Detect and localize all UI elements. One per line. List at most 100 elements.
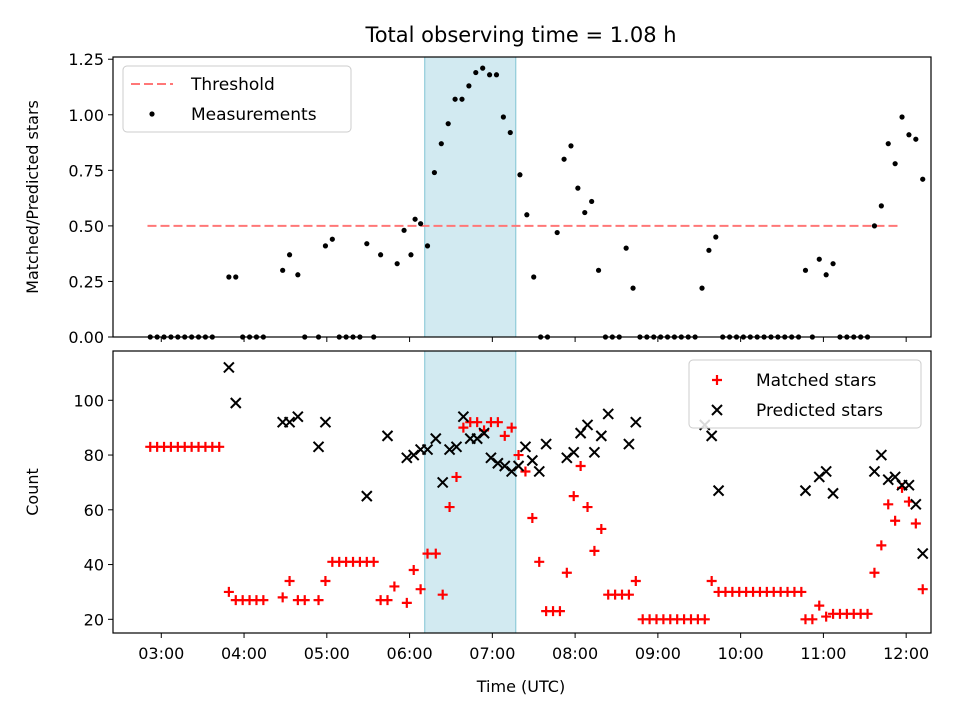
top-series-0-point [280,267,286,273]
top-series-0-point [823,272,829,278]
data-layer [145,65,929,625]
bottom-series-1-point [478,427,490,439]
top-series-0-point [630,285,636,291]
top-series-0-point [713,234,719,240]
top-series-0-point [226,274,232,280]
bottom-series-1-point [827,487,839,500]
top-series-0-point [486,72,493,78]
axes-layer: 0.00 0.25 0.50 0.75 1.00 1.25 20 40 60 80 100 03:00… [68,50,932,663]
top-series-0-point [871,223,878,229]
top-series-0-point [899,114,905,120]
bottom-series-0-point [706,575,717,586]
bottom-series-1-point [540,438,552,450]
legend-threshold-label: Threshold [190,75,275,95]
bottom-series-1-point [623,438,635,450]
bottom-series-0-point [284,575,295,586]
top-series-0-point [378,252,384,258]
top-series-0-point [582,209,588,216]
bottom-y-tick-label: 20 [84,610,104,629]
top-series-0-point [699,285,705,291]
top-series-0-point [507,129,513,136]
top-series-0-point [885,141,891,147]
top-series-0-point [802,267,809,273]
bottom-series-0-point [534,556,545,567]
x-tick-label: 08:00 [552,644,598,663]
legend-measurements-swatch [149,111,155,117]
x-tick-label: 06:00 [387,644,433,663]
background-layer [424,56,517,634]
bottom-series-0-point [437,589,448,600]
x-tick-label: 10:00 [718,644,764,663]
bottom-series-0-point [451,471,462,482]
bottom-series-0-point [796,586,807,597]
top-y-tick-label: 1.00 [68,106,104,125]
legend-predicted-label: Predicted stars [756,401,883,421]
bottom-series-1-point [430,432,442,445]
x-tick-label: 03:00 [138,644,184,663]
top-series-0-point [233,274,239,280]
top-series-0-point [913,136,919,142]
bottom-series-1-point [903,479,915,491]
bottom-series-1-point [499,460,511,472]
bottom-series-1-point [381,430,394,442]
bottom-y-tick-label: 80 [84,446,104,465]
bottom-series-0-point [630,575,641,586]
top-series-0-point [412,216,418,222]
top-series-0-point [500,114,506,120]
bottom-series-1-point [875,449,888,461]
bottom-series-0-point [444,502,455,513]
bottom-series-0-point [472,417,483,428]
top-series-0-point [424,243,431,249]
top-series-0-point [480,65,486,71]
bottom-series-0-point [623,589,634,600]
top-series-0-point [459,96,465,102]
top-series-0-point [401,227,407,233]
x-tick-label: 12:00 [883,644,929,663]
bottom-series-1-point [588,446,601,459]
bottom-series-0-point [596,523,607,534]
top-highlight-span [424,56,517,338]
bottom-series-0-point [869,567,880,578]
bottom-series-1-point [230,397,242,409]
bottom-series-1-point [882,473,894,486]
bottom-series-1-point [283,416,296,428]
bottom-series-0-point [699,614,710,625]
bottom-series-0-point [313,595,324,606]
bottom-series-0-point [883,499,894,510]
bottom-series-1-point [519,441,532,453]
bottom-series-1-point [450,441,463,453]
bottom-legend-box [688,359,922,429]
top-series-0-point [493,72,500,78]
top-series-0-point [920,176,926,182]
bottom-series-1-point [512,460,525,472]
bottom-highlight-span [424,350,517,634]
bottom-series-1-point [813,471,825,483]
top-series-0-point [445,121,451,127]
top-y-tick-label: 0.75 [68,161,104,180]
legend-matched-label: Matched stars [756,371,876,391]
bottom-series-0-point [917,584,928,595]
bottom-series-0-point [299,595,310,606]
top-series-0-point [524,212,530,218]
bottom-series-0-point [258,595,269,606]
bottom-series-1-point [533,465,545,478]
bottom-series-1-point [361,490,373,502]
top-series-0-point [418,221,424,227]
bottom-series-1-point [820,465,832,478]
bottom-series-1-point [312,441,325,453]
top-series-0-point [408,252,414,258]
bottom-series-1-point [712,484,725,497]
bottom-series-1-point [799,484,812,497]
top-series-0-point [589,198,595,205]
bottom-series-1-point [568,446,580,459]
top-legend-box [122,65,352,133]
top-y-tick-label: 0.00 [68,328,104,347]
top-series-0-point [816,256,822,262]
bottom-series-1-point [457,411,470,423]
bottom-plot-frame [112,350,932,634]
bottom-series-0-point [415,584,426,595]
bottom-series-1-point [705,430,718,442]
bottom-series-1-point [505,465,518,478]
bottom-series-0-point [214,441,225,452]
